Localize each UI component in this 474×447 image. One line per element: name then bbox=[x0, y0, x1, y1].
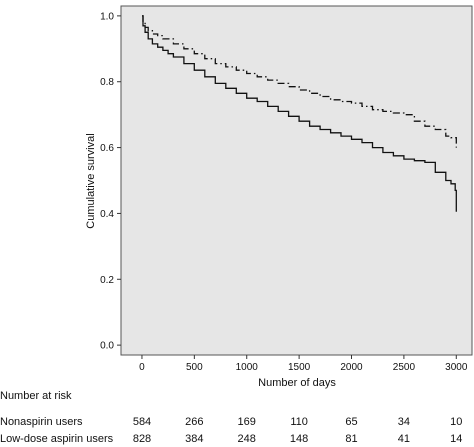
risk-count: 41 bbox=[397, 433, 411, 445]
series-layer bbox=[142, 15, 457, 212]
risk-count: 148 bbox=[289, 433, 309, 445]
series-line-dashdot bbox=[142, 15, 457, 148]
y-tick-label: 1.0 bbox=[100, 11, 114, 22]
risk-row-label-aspirin: Low-dose aspirin users bbox=[0, 433, 114, 445]
y-tick-label: 0.6 bbox=[100, 143, 114, 154]
risk-table-title: Number at risk bbox=[0, 390, 72, 402]
risk-count: 384 bbox=[185, 433, 204, 445]
y-axis-title: Cumulative survival bbox=[85, 133, 97, 228]
risk-count: 34 bbox=[397, 416, 411, 428]
risk-count: 110 bbox=[290, 416, 308, 428]
plot-area bbox=[120, 5, 473, 356]
x-tick-label: 500 bbox=[186, 362, 203, 373]
risk-count: 584 bbox=[132, 416, 152, 428]
x-axis-title: Number of days bbox=[258, 377, 336, 389]
risk-row-label-nonaspirin: Nonaspirin users bbox=[0, 416, 83, 428]
risk-count: 248 bbox=[237, 433, 256, 445]
x-tick-label: 3000 bbox=[445, 362, 468, 373]
risk-count: 169 bbox=[237, 416, 256, 428]
y-tick-label: 0.4 bbox=[100, 209, 114, 220]
y-tick-label: 0.2 bbox=[100, 275, 114, 286]
risk-count: 266 bbox=[185, 416, 204, 428]
risk-count: 14 bbox=[450, 433, 463, 445]
y-tick-label: 0.8 bbox=[100, 77, 114, 88]
x-tick-label: 1000 bbox=[236, 362, 259, 373]
x-tick-label: 0 bbox=[139, 362, 145, 373]
risk-count: 10 bbox=[450, 416, 463, 428]
x-tick-label: 2000 bbox=[340, 362, 363, 373]
x-tick-label: 2500 bbox=[393, 362, 416, 373]
y-tick-label: 0.0 bbox=[100, 341, 114, 352]
risk-count: 828 bbox=[132, 433, 152, 445]
x-tick-label: 1500 bbox=[288, 362, 311, 373]
series-line-solid bbox=[142, 15, 457, 212]
x-axis: 0 500 1000 1500 2000 2500 3000 bbox=[139, 355, 468, 373]
risk-count: 81 bbox=[345, 433, 358, 445]
risk-count: 65 bbox=[345, 416, 358, 428]
y-axis: 0.0 0.2 0.4 0.6 0.8 1.0 bbox=[100, 11, 121, 352]
